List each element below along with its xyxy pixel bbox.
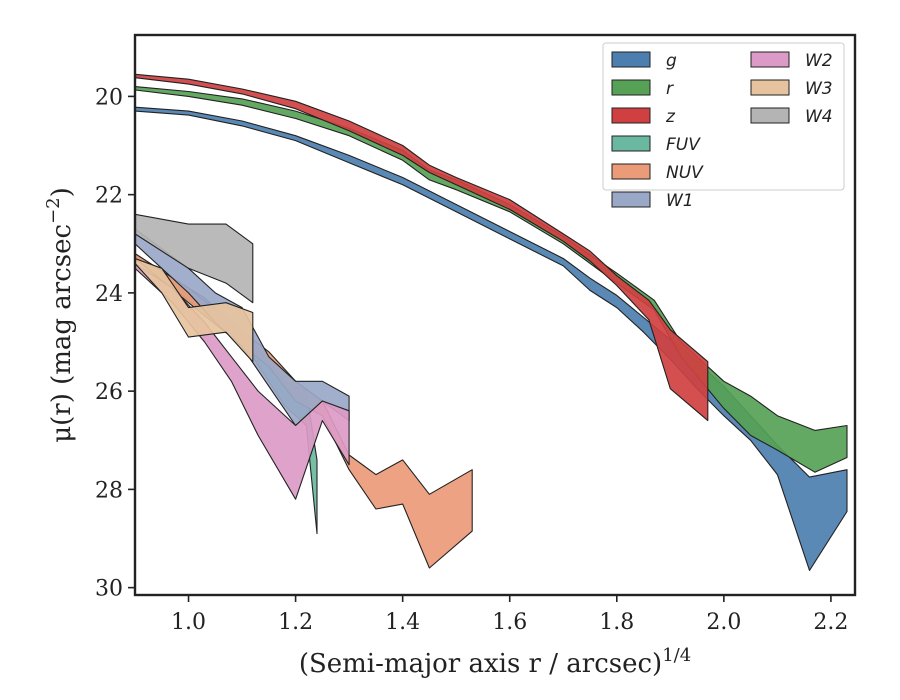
legend-label-w4: W4 xyxy=(805,107,833,127)
x-tick-label: 1.4 xyxy=(385,610,420,635)
legend-swatch-w3 xyxy=(750,79,790,96)
series-bands xyxy=(135,73,848,571)
legend-swatch-g xyxy=(611,51,651,68)
y-axis-label-close: ) xyxy=(47,187,77,197)
legend-swatch-z xyxy=(611,107,651,124)
band-w4 xyxy=(135,213,254,304)
y-tick-label: 20 xyxy=(95,85,123,110)
plot-frame xyxy=(133,33,857,597)
legend-label-w3: W3 xyxy=(805,79,833,99)
band-g xyxy=(135,106,848,571)
band-z xyxy=(135,73,709,422)
x-axis-label: (Semi-major axis r / arcsec)1/4 xyxy=(299,645,691,679)
y-tick-label: 30 xyxy=(95,577,123,602)
y-axis-ticks: 20 22 24 26 28 30 xyxy=(95,85,135,602)
x-tick-label: 2.2 xyxy=(813,610,848,635)
y-tick-label: 22 xyxy=(95,184,123,209)
x-tick-label: 1.0 xyxy=(171,610,206,635)
y-axis-label-sup: −2 xyxy=(43,197,64,224)
legend-label-z: z xyxy=(665,107,676,127)
legend-label-w1: W1 xyxy=(666,191,694,211)
legend-swatch-w1 xyxy=(611,191,651,208)
y-tick-label: 26 xyxy=(95,380,123,405)
y-tick-label: 28 xyxy=(95,478,123,503)
legend-label-g: g xyxy=(666,51,677,71)
legend-swatch-r xyxy=(611,79,651,96)
legend-swatch-nuv xyxy=(611,163,651,180)
legend-label-w2: W2 xyxy=(805,51,833,71)
x-axis-label-main: (Semi-major axis r / arcsec) xyxy=(299,649,662,679)
y-axis-label-main: μ(r) (mag arcsec xyxy=(47,224,77,443)
x-axis-ticks: 1.0 1.2 1.4 1.6 1.8 2.0 2.2 xyxy=(171,595,848,635)
legend-label-fuv: FUV xyxy=(666,135,701,155)
legend-swatch-fuv xyxy=(611,135,651,152)
legend: grz FUV NUV W1 W2 W3 W4 xyxy=(602,42,845,211)
legend-swatch-w2 xyxy=(750,51,790,68)
x-tick-label: 1.6 xyxy=(492,610,527,635)
y-tick-label: 24 xyxy=(95,282,123,307)
x-tick-label: 1.2 xyxy=(278,610,313,635)
legend-swatch-w4 xyxy=(750,107,790,124)
x-tick-label: 2.0 xyxy=(706,610,741,635)
band-w3 xyxy=(135,257,254,363)
x-tick-label: 1.8 xyxy=(599,610,634,635)
y-axis-label: μ(r) (mag arcsec−2) xyxy=(43,187,77,443)
legend-label-nuv: NUV xyxy=(666,163,704,183)
x-axis-label-sup: 1/4 xyxy=(662,645,691,666)
legend-label-r: r xyxy=(666,79,674,99)
